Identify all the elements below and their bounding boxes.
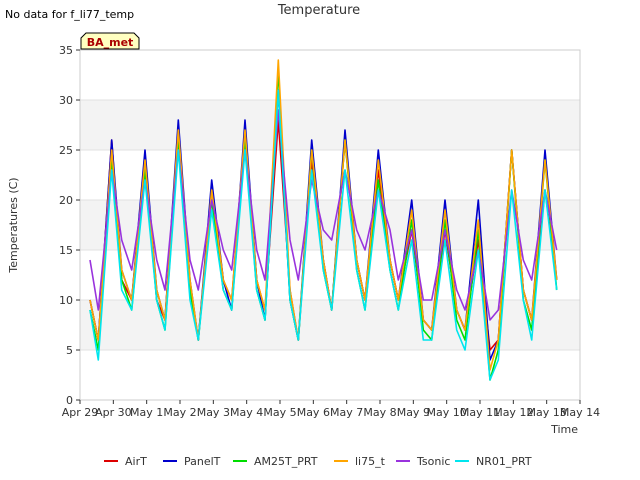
x-tick-label: May 14	[560, 406, 600, 419]
y-tick-label: 15	[59, 244, 73, 257]
x-axis-label: Time	[550, 423, 578, 436]
badge-text: BA_met	[87, 36, 134, 49]
y-tick-label: 25	[59, 144, 73, 157]
legend-label: li75_t	[355, 455, 386, 468]
plot-band	[80, 300, 580, 350]
y-tick-label: 5	[66, 344, 73, 357]
x-tick-label: May 7	[330, 406, 363, 419]
x-tick-label: May 2	[163, 406, 196, 419]
legend-label: AirT	[125, 455, 147, 468]
x-tick-label: May 9	[397, 406, 430, 419]
y-axis-label: Temperatures (C)	[7, 177, 20, 273]
x-tick-label: May 3	[197, 406, 230, 419]
legend-label: PanelT	[184, 455, 221, 468]
y-tick-label: 10	[59, 294, 73, 307]
legend-item-tsonic: Tsonic	[396, 455, 450, 468]
chart-title: Temperature	[277, 3, 360, 18]
x-tick-label: Apr 29	[62, 406, 99, 419]
y-tick-label: 0	[66, 394, 73, 407]
plot-band	[80, 200, 580, 250]
y-tick-label: 20	[59, 194, 73, 207]
x-tick-label: May 10	[427, 406, 467, 419]
y-axis-ticks: 0 5 10 15 20 25 30 35	[59, 44, 80, 407]
x-tick-label: Apr 30	[95, 406, 132, 419]
x-tick-label: May 13	[527, 406, 567, 419]
legend-item-nr01_prt: NR01_PRT	[455, 455, 532, 468]
x-tick-label: May 4	[230, 406, 263, 419]
legend-item-panelt: PanelT	[163, 455, 221, 468]
legend-label: AM25T_PRT	[254, 455, 318, 468]
x-tick-label: May 12	[493, 406, 533, 419]
badge-shape	[80, 32, 140, 50]
x-tick-label: May 5	[263, 406, 296, 419]
y-tick-label: 35	[59, 44, 73, 57]
no-data-note: No data for f_li77_temp	[5, 8, 134, 21]
legend-label: NR01_PRT	[476, 455, 532, 468]
legend-item-am25t_prt: AM25T_PRT	[233, 455, 318, 468]
ba-met-badge: BA_met	[80, 32, 140, 50]
legend-label: Tsonic	[416, 455, 450, 468]
legend-item-airt: AirT	[104, 455, 147, 468]
series-layer	[89, 59, 558, 381]
plot-bands	[80, 100, 580, 350]
legend-item-li75_t: li75_t	[334, 455, 386, 468]
y-tick-label: 30	[59, 94, 73, 107]
x-tick-label: May 6	[297, 406, 330, 419]
x-tick-label: May 11	[460, 406, 500, 419]
legend: AirT PanelT AM25T_PRT li75_t Tsonic NR01_PRT	[104, 455, 532, 468]
plot-band	[80, 100, 580, 150]
plot-frame	[79, 49, 581, 401]
x-tick-label: May 1	[130, 406, 163, 419]
series-line-nr01_prt	[89, 89, 558, 381]
x-tick-label: May 8	[363, 406, 396, 419]
